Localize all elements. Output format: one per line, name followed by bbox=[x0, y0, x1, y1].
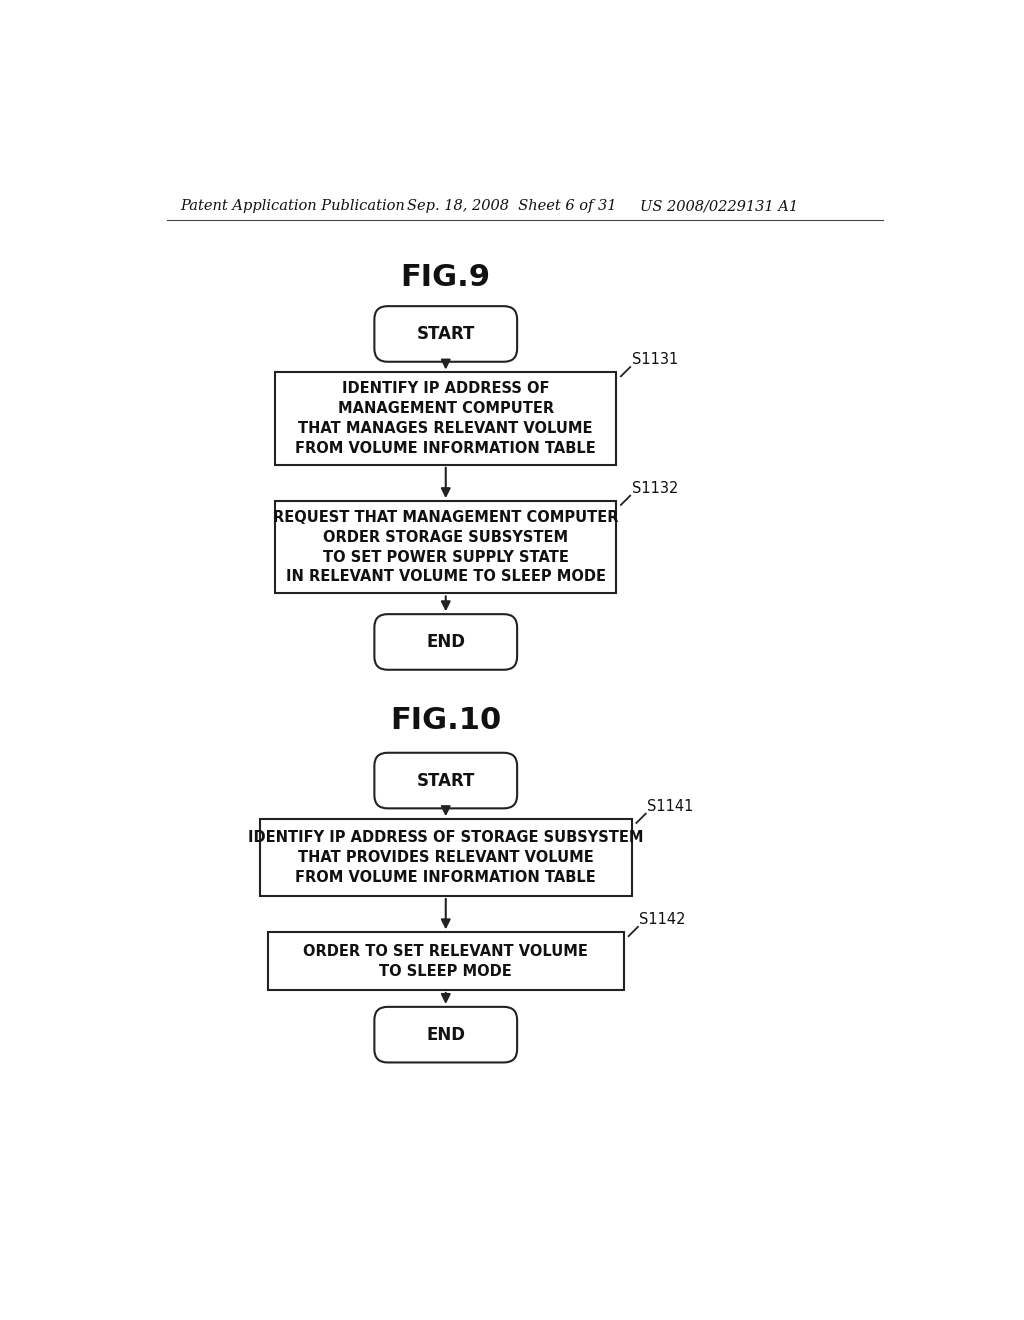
FancyBboxPatch shape bbox=[375, 752, 517, 808]
Text: START: START bbox=[417, 772, 475, 789]
Text: FIG.10: FIG.10 bbox=[390, 706, 502, 735]
Text: Sep. 18, 2008  Sheet 6 of 31: Sep. 18, 2008 Sheet 6 of 31 bbox=[407, 199, 616, 213]
Text: END: END bbox=[426, 634, 465, 651]
Text: START: START bbox=[417, 325, 475, 343]
Text: IDENTIFY IP ADDRESS OF STORAGE SUBSYSTEM
THAT PROVIDES RELEVANT VOLUME
FROM VOLU: IDENTIFY IP ADDRESS OF STORAGE SUBSYSTEM… bbox=[248, 830, 643, 884]
FancyBboxPatch shape bbox=[375, 306, 517, 362]
Text: REQUEST THAT MANAGEMENT COMPUTER
ORDER STORAGE SUBSYSTEM
TO SET POWER SUPPLY STA: REQUEST THAT MANAGEMENT COMPUTER ORDER S… bbox=[273, 510, 618, 585]
Text: S1142: S1142 bbox=[640, 912, 686, 927]
FancyBboxPatch shape bbox=[375, 614, 517, 669]
Text: S1131: S1131 bbox=[632, 352, 678, 367]
Text: ORDER TO SET RELEVANT VOLUME
TO SLEEP MODE: ORDER TO SET RELEVANT VOLUME TO SLEEP MO… bbox=[303, 944, 588, 978]
Text: END: END bbox=[426, 1026, 465, 1044]
Text: IDENTIFY IP ADDRESS OF
MANAGEMENT COMPUTER
THAT MANAGES RELEVANT VOLUME
FROM VOL: IDENTIFY IP ADDRESS OF MANAGEMENT COMPUT… bbox=[295, 381, 596, 455]
Text: S1132: S1132 bbox=[632, 480, 678, 496]
Text: FIG.9: FIG.9 bbox=[400, 263, 490, 292]
Bar bbox=[275, 502, 616, 594]
Text: US 2008/0229131 A1: US 2008/0229131 A1 bbox=[640, 199, 798, 213]
Text: S1141: S1141 bbox=[647, 799, 693, 813]
Bar bbox=[267, 932, 624, 990]
FancyBboxPatch shape bbox=[375, 1007, 517, 1063]
Bar bbox=[275, 372, 616, 465]
Text: Patent Application Publication: Patent Application Publication bbox=[180, 199, 406, 213]
Bar bbox=[260, 818, 632, 896]
